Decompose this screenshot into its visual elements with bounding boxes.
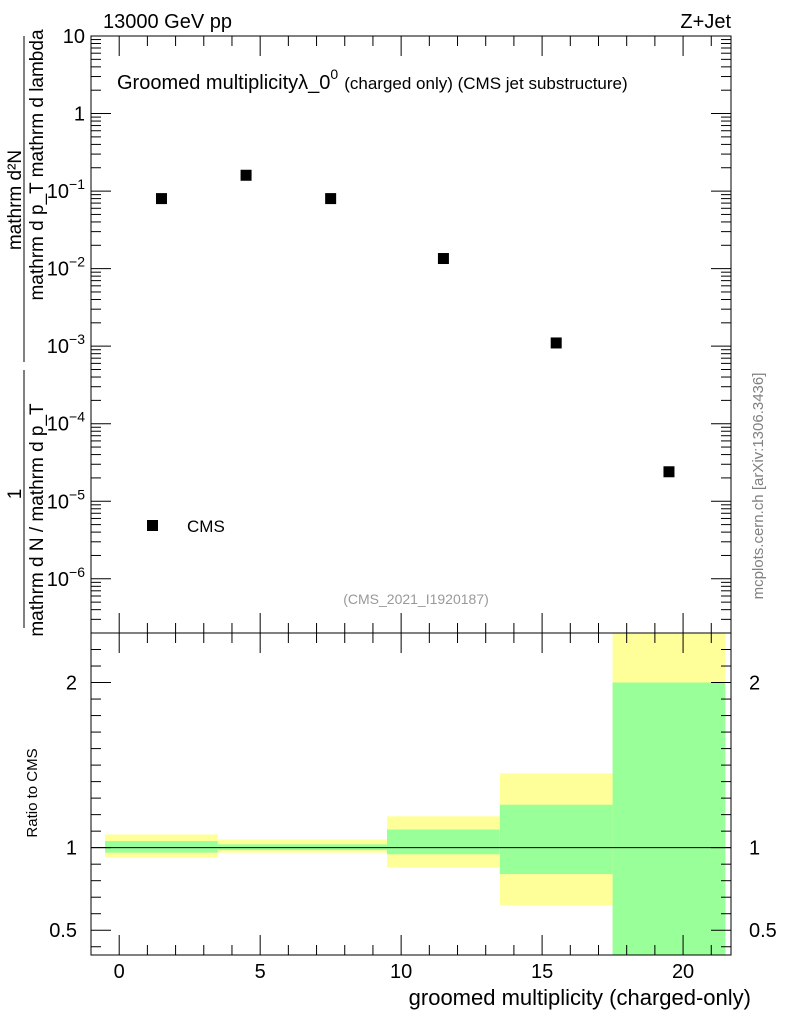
ratio-y-tick-label-left: 0.5: [49, 920, 77, 942]
y-tick-label: 10−6: [47, 564, 85, 591]
ratio-bands: [91, 633, 731, 955]
main-title: Groomed multiplicityλ_00 (charged only) (…: [117, 66, 628, 94]
y-tick-label: 10−3: [47, 331, 85, 358]
main-title-text: Groomed multiplicity: [117, 72, 298, 94]
data-point: [437, 253, 449, 265]
ratio-y-tick-label-right: 0.5: [749, 920, 777, 942]
legend-label: CMS: [187, 517, 225, 536]
ylabel-numerator: mathrm d²N: [5, 150, 26, 250]
ratio-axis-ticks: 0 5 10 15 20 0.5 0.5 1 1 2 2: [49, 633, 777, 983]
analysis-id: (CMS_2021_I1920187): [343, 591, 489, 607]
data-point: [325, 193, 337, 205]
y-tick-label: 10−1: [47, 176, 85, 203]
y-tick-label: 1: [74, 104, 85, 126]
y-tick-label: 10: [63, 26, 85, 48]
header-right-label: Z+Jet: [680, 11, 731, 33]
main-data-marks: [155, 169, 675, 478]
ratio-ylabel: Ratio to CMS: [24, 748, 41, 837]
y-tick-label: 10−5: [47, 486, 85, 513]
main-title-lambda: λ_0: [298, 72, 330, 94]
ratio-band-inner: [499, 804, 613, 875]
data-point: [155, 193, 167, 205]
ratio-band-inner: [387, 829, 500, 855]
ylabel-prefix-numerator: 1: [5, 489, 26, 500]
x-tick-label: 15: [531, 961, 553, 983]
x-tick-label: 20: [672, 961, 694, 983]
ylabel-denominator: mathrm d p_T mathrm d lambda: [27, 29, 48, 300]
main-ylabel: 1 mathrm d N / mathrm d p_T mathrm d²N m…: [5, 29, 48, 637]
y-tick-label: 10−4: [47, 409, 85, 436]
header-left-label: 13000 GeV pp: [103, 11, 232, 33]
data-point: [663, 466, 675, 478]
data-point: [240, 169, 252, 181]
side-label: mcplots.cern.ch [arXiv:1306.3436]: [750, 373, 767, 600]
ratio-y-tick-label-right: 2: [749, 673, 760, 695]
ratio-y-tick-label-left: 2: [66, 673, 77, 695]
main-title-small: (charged only) (CMS jet substructure): [344, 74, 627, 93]
main-title-sup: 0: [330, 66, 338, 82]
legend-marker: [147, 520, 158, 531]
y-tick-label: 10−2: [47, 254, 85, 281]
data-point: [550, 337, 562, 349]
x-tick-label: 10: [390, 961, 412, 983]
main-frame: [90, 35, 732, 634]
x-tick-label: 5: [255, 961, 266, 983]
ratio-panel: 0 5 10 15 20 0.5 0.5 1 1 2 2 Ratio to CMS: [24, 632, 777, 983]
ratio-band-inner: [105, 841, 218, 853]
ratio-y-tick-label-left: 1: [66, 838, 77, 860]
ratio-y-tick-label-right: 1: [749, 838, 760, 860]
x-axis-label: groomed multiplicity (charged-only): [409, 985, 751, 1010]
ratio-frame: [90, 632, 732, 956]
ylabel-prefix-denominator: mathrm d N / mathrm d p_T: [27, 403, 48, 637]
x-tick-label: 0: [114, 961, 125, 983]
main-axis-ticks: 10−6 10−5 10−4 10−3 10−2 10−1 1 10: [47, 26, 731, 634]
ratio-band-inner: [612, 682, 726, 955]
